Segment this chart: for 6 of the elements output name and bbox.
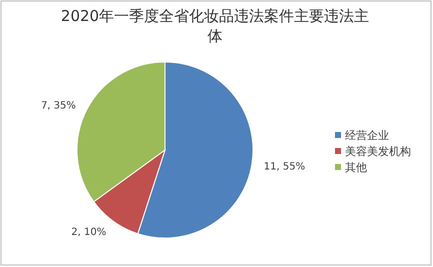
chart-title: 2020年一季度全省化妆品违法案件主要违法主体 xyxy=(60,6,370,46)
data-label: 11, 55% xyxy=(264,162,306,173)
legend-label: 经营企业 xyxy=(345,129,389,142)
data-label: 2, 10% xyxy=(71,226,106,238)
data-label: 7, 35% xyxy=(40,100,76,112)
legend-label: 其他 xyxy=(345,161,367,174)
